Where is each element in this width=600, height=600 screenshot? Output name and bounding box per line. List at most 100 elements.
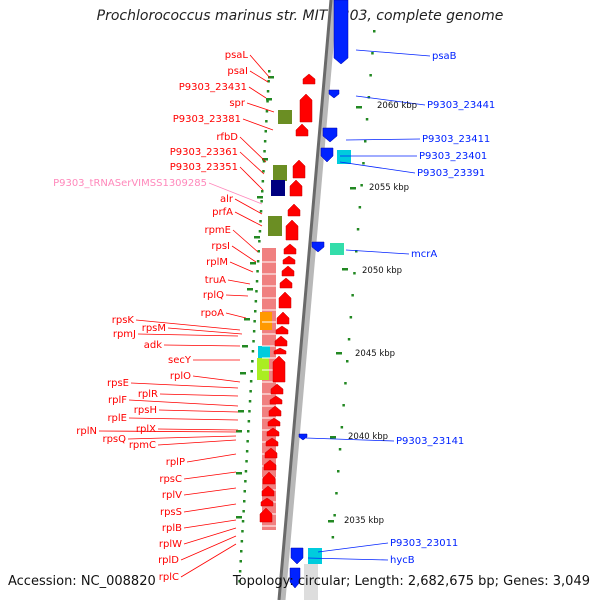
cog-box (273, 165, 287, 181)
scale-tick (373, 30, 376, 33)
scale-tick (344, 382, 347, 385)
scale-tick (247, 420, 251, 423)
label-leader-line (183, 503, 237, 513)
gene-label-rplF: rplF (108, 395, 127, 406)
scale-tick (353, 272, 356, 275)
gene-label-mcrA: mcrA (411, 249, 437, 260)
forward-gene-arrow (266, 427, 280, 437)
reverse-gene-arrow (290, 547, 304, 565)
scale-tick (245, 450, 249, 453)
gene-label-rplP: rplP (166, 457, 185, 468)
scale-tick (251, 360, 254, 363)
gene-label-rplD: rplD (158, 555, 179, 566)
gene-arrow-layer (259, 0, 349, 589)
label-leader-line (355, 95, 426, 106)
gene-label-secY: secY (168, 355, 192, 366)
scale-tick (248, 410, 251, 413)
forward-gene-arrow (265, 437, 279, 447)
cog-box (258, 346, 270, 358)
forward-gene-arrow (281, 265, 295, 277)
label-leader-line (98, 430, 237, 433)
label-leader-line (128, 399, 239, 407)
gene-tick (236, 516, 242, 519)
gene-label-rpsE: rpsE (107, 378, 129, 389)
scale-tick (268, 70, 271, 73)
scale-tick-major (336, 352, 342, 355)
label-leader-line (345, 138, 421, 141)
scale-tick (258, 230, 262, 233)
gene-label-alr: alr (220, 194, 234, 205)
forward-gene-arrow (259, 507, 273, 523)
scale-tick (262, 170, 265, 173)
scale-tick (258, 240, 261, 243)
scale-tick (264, 130, 267, 133)
label-leader-line (239, 151, 265, 175)
scale-tick (238, 580, 241, 583)
scale-tick (247, 430, 250, 433)
gene-label-P9303_23381: P9303_23381 (173, 114, 241, 125)
scale-tick (265, 120, 268, 123)
forward-gene-arrow (263, 459, 277, 471)
scale-tick (362, 162, 365, 165)
scale-tick-major (356, 106, 362, 109)
gene-label-psaB: psaB (432, 51, 457, 62)
reverse-gene-arrow (322, 127, 338, 143)
cog-box-layer (257, 110, 351, 600)
label-leader-line (305, 437, 395, 442)
label-leader-line (158, 409, 239, 413)
scale-tick (340, 426, 344, 429)
cog-box (330, 243, 344, 255)
accession-text: Accession: NC_008820 (8, 574, 156, 589)
forward-gene-arrow (302, 73, 316, 85)
scale-tick (371, 52, 374, 55)
scale-tick (335, 492, 338, 495)
scale-layer: 2060 kbp 2055 kbp 2050 kbp 2045 kbp 2040 kbp… (344, 101, 417, 526)
gene-tick (240, 372, 246, 375)
gene-label-P9303_tRNASerVIMSS1309285: P9303_tRNASerVIMSS1309285 (53, 178, 207, 189)
scale-tick (364, 140, 367, 143)
forward-gene-arrow (287, 203, 301, 217)
scale-tick (360, 184, 363, 187)
gene-label-rplX: rplX (136, 424, 156, 435)
label-leader-line (180, 535, 237, 561)
label-leader-line (355, 49, 431, 57)
gene-label-psaI: psaI (227, 66, 248, 77)
label-leader-line (339, 161, 416, 174)
scale-label: 2045 kbp (355, 349, 395, 359)
scale-label: 2035 kbp (344, 516, 384, 526)
forward-gene-arrow (282, 255, 296, 265)
scale-tick (238, 570, 242, 573)
scale-tick (252, 340, 255, 343)
label-leader-line (249, 54, 271, 79)
gene-label-rpsM: rpsM (142, 323, 166, 334)
scale-tick (243, 500, 246, 503)
backbone-layer (277, 0, 338, 600)
scale-tick (240, 550, 243, 553)
scale-label: 2050 kbp (362, 266, 402, 276)
scale-tick-major (330, 436, 336, 439)
forward-gene-arrow (283, 243, 297, 255)
gene-tick (244, 318, 250, 321)
scale-label: 2055 kbp (369, 183, 409, 193)
scale-tick (337, 470, 340, 473)
gene-tick (266, 98, 272, 101)
scale-tick (255, 280, 259, 283)
label-leader-line (137, 333, 239, 337)
reverse-gene-arrow (328, 89, 340, 99)
label-leader-line (163, 344, 241, 347)
label-leader-line (127, 435, 237, 440)
scale-tick (338, 448, 342, 451)
scale-tick (346, 360, 349, 363)
scale-tick (365, 118, 369, 121)
scale-tick-major (342, 268, 348, 271)
label-leader-line (307, 557, 389, 561)
label-leader-line (183, 527, 237, 545)
label-leader-line (317, 542, 389, 553)
gene-tick (250, 262, 256, 265)
forward-gene-arrow (275, 325, 289, 335)
scale-tick (333, 514, 336, 517)
label-leader-line (229, 261, 254, 273)
label-line-layer (98, 49, 431, 578)
forward-gene-arrow (289, 179, 303, 197)
